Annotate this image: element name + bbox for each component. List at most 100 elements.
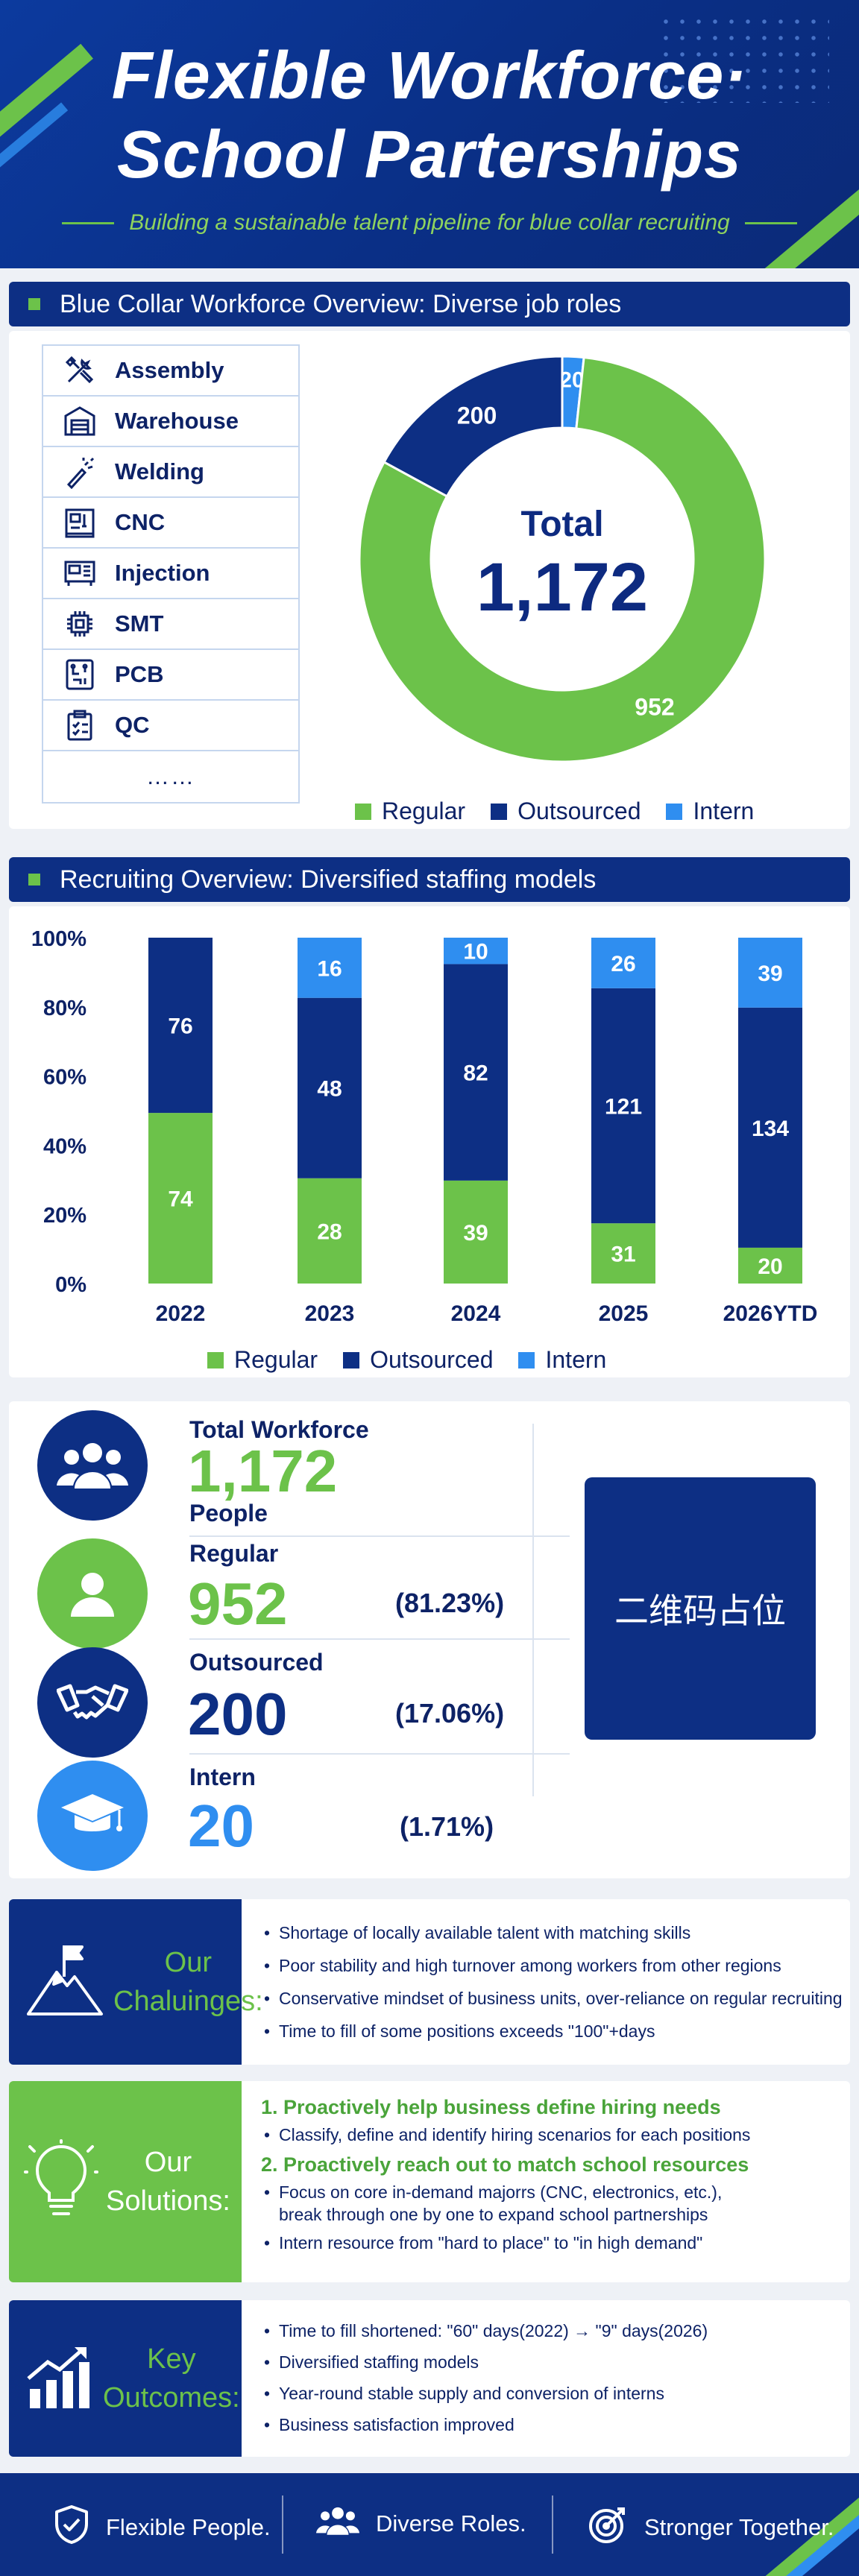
handshake-icon [37, 1647, 148, 1758]
bar-segment-intern [738, 938, 802, 1008]
job-role-label: SMT [115, 610, 164, 637]
bar-segment-intern [298, 938, 362, 998]
solutions-heading-2: 2. Proactively reach out to match school… [261, 2153, 749, 2176]
bar-data-label: 76 [168, 1014, 192, 1039]
bar-data-label: 39 [758, 962, 782, 986]
bar-segment-intern [444, 938, 508, 965]
stat-label: Regular [189, 1540, 279, 1567]
divider-line [532, 1424, 534, 1796]
x-tick-label: 2026YTD [723, 1301, 818, 1326]
legend-label: Outsourced [370, 1346, 494, 1373]
stat-percentage: (1.71%) [400, 1811, 494, 1842]
bar-segment-outsourced [591, 988, 655, 1224]
solutions-title-line2: Solutions: [106, 2185, 230, 2217]
bar-legend: Regular Outsourced Intern [207, 1346, 632, 1374]
divider-line [552, 2496, 553, 2554]
job-role-label: Warehouse [115, 408, 239, 434]
job-role-item: Assembly [42, 344, 300, 395]
y-tick-label: 20% [43, 1204, 86, 1228]
warehouse-icon [61, 405, 98, 438]
solutions-list: 1. Proactively help business define hiri… [261, 2096, 750, 2254]
legend-label: Intern [693, 798, 755, 824]
stat-label: Outsourced [189, 1649, 324, 1676]
divider-line [189, 1753, 570, 1755]
bar-data-label: 16 [317, 956, 342, 981]
stat-total-workforce: Total Workforce 1,172 People [37, 1407, 570, 1537]
job-role-label: Injection [115, 560, 210, 586]
stat-value: 952 [188, 1570, 288, 1637]
legend-swatch [355, 803, 371, 820]
stat-value: 1,172 [188, 1438, 338, 1504]
footer-item-stronger-together: Stronger Together. [588, 2504, 834, 2551]
solutions-title: Our Solutions: [106, 2143, 230, 2220]
legend-swatch [491, 803, 508, 820]
donut-total-value: 1,172 [476, 549, 649, 625]
divider-line [62, 221, 115, 224]
legend-item-outsourced: Outsourced [491, 798, 641, 825]
person-icon [37, 1538, 148, 1649]
bar-segment-regular [444, 1180, 508, 1284]
job-role-item: Warehouse [42, 395, 300, 446]
challenges-title: Our Chaluinges: [113, 1943, 263, 2021]
clipboard-check-icon [61, 709, 98, 742]
outcomes-card: Key Outcomes: Time to fill shortened: "6… [9, 2300, 850, 2457]
challenges-card: Our Chaluinges: Shortage of locally avai… [9, 1899, 850, 2065]
legend-item-regular: Regular [355, 798, 465, 825]
bar-data-label: 134 [752, 1117, 789, 1141]
list-item: Poor stability and high turnover among w… [261, 1954, 843, 1977]
graduation-cap-icon [37, 1761, 148, 1871]
bar-data-label: 28 [317, 1219, 342, 1244]
list-item: Classify, define and identify hiring sce… [261, 2124, 750, 2146]
bar-data-label: 26 [611, 952, 635, 976]
stat-value: 200 [188, 1681, 288, 1747]
footer-label: Diverse Roles. [376, 2510, 526, 2536]
outcomes-list: Time to fill shortened: "60" days(2022) … [261, 2320, 708, 2436]
cnc-machine-icon [61, 506, 98, 539]
injection-machine-icon [61, 557, 98, 590]
welding-torch-icon [61, 455, 98, 489]
divider-line [744, 221, 797, 224]
footer-item-flexible-people: Flexible People. [54, 2504, 271, 2551]
subtitle-row: Building a sustainable talent pipeline f… [0, 210, 859, 236]
list-item: Time to fill shortened: "60" days(2022) … [261, 2320, 708, 2342]
section-bullet-square [28, 874, 40, 886]
page-subtitle: Building a sustainable talent pipeline f… [129, 210, 730, 235]
target-icon [588, 2504, 644, 2551]
legend-label: Regular [382, 798, 466, 824]
lightbulb-icon [24, 2138, 98, 2225]
growth-chart-icon [24, 2341, 95, 2416]
job-role-item: PCB [42, 648, 300, 699]
header-banner: Flexible Workforce· School Parterships B… [0, 0, 859, 268]
chip-icon [61, 607, 98, 640]
list-item: Focus on core in-demand majorrs (CNC, el… [261, 2181, 750, 2203]
stat-unit: People [189, 1500, 268, 1527]
donut-data-label: 200 [457, 402, 497, 429]
list-item: Diversified staffing models [261, 2351, 708, 2373]
section-title-overview: Blue Collar Workforce Overview: Diverse … [9, 282, 850, 326]
bar-data-label: 10 [463, 940, 488, 965]
legend-swatch [518, 1351, 535, 1368]
mountain-flag-icon [24, 1939, 106, 2025]
x-tick-label: 2023 [305, 1301, 355, 1326]
section-title-text: Recruiting Overview: Diversified staffin… [60, 865, 597, 894]
y-tick-label: 0% [55, 1273, 86, 1297]
stat-percentage: (81.23%) [395, 1588, 505, 1618]
legend-item-regular: Regular [207, 1346, 318, 1374]
y-tick-label: 100% [31, 927, 86, 951]
stat-label: Total Workforce [189, 1416, 369, 1443]
y-tick-label: 80% [43, 997, 86, 1020]
stat-intern: Intern 20 (1.71%) [37, 1761, 534, 1872]
bar-segment-outsourced [444, 964, 508, 1181]
outcomes-title-line2: Outcomes: [103, 2382, 240, 2414]
job-role-label: QC [115, 712, 150, 738]
shield-check-icon [54, 2504, 106, 2551]
y-tick-label: 60% [43, 1066, 86, 1090]
job-role-label: CNC [115, 509, 166, 535]
donut-slice-regular [358, 356, 767, 763]
decor-dot-grid [658, 13, 829, 103]
bar-data-label: 74 [168, 1187, 193, 1212]
legend-swatch [207, 1351, 224, 1368]
people-group-icon [37, 1410, 148, 1521]
legend-item-intern: Intern [666, 798, 754, 825]
job-role-label: Assembly [115, 357, 224, 383]
